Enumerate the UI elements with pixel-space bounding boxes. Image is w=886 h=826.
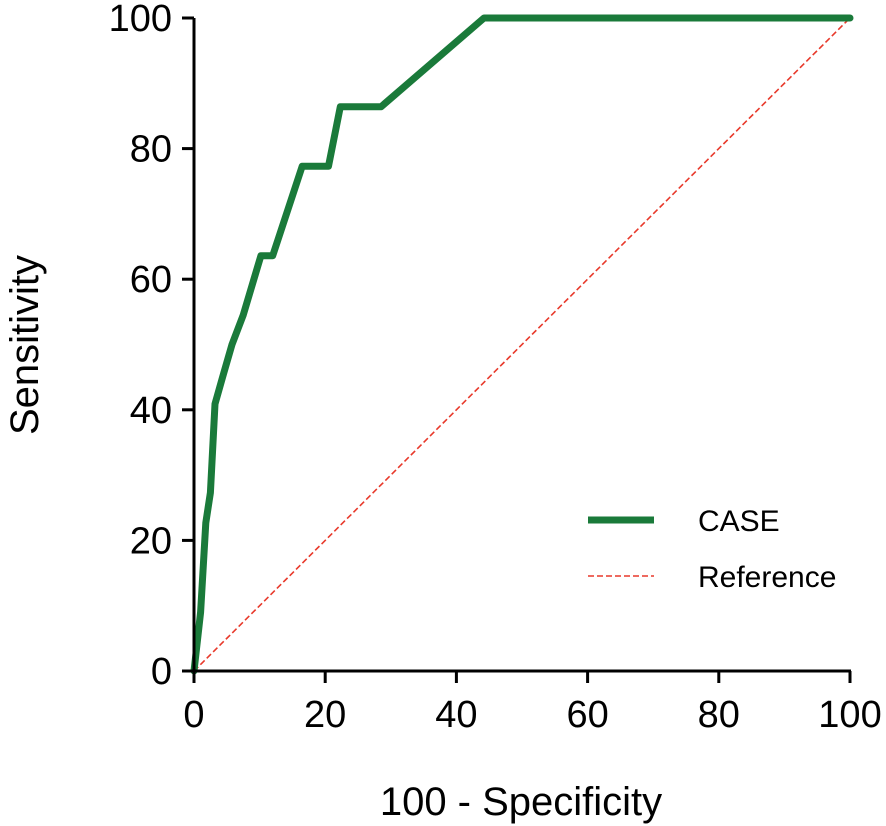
y-tick-label-4: 80	[130, 129, 172, 171]
x-tick-label-5: 100	[818, 694, 881, 736]
y-tick-label-0: 0	[151, 651, 172, 693]
y-tick-label-5: 100	[109, 0, 172, 40]
legend-label-case: CASE	[698, 505, 780, 538]
y-tick-label-1: 20	[130, 520, 172, 562]
legend: CASE Reference	[588, 505, 836, 594]
series-line-case	[190, 14, 854, 675]
ticks: 0 20 40 60 80 100 0 20 40 60 80 100	[109, 0, 882, 736]
plot-area	[190, 14, 854, 675]
x-axis-label: 100 - Specificity	[380, 780, 662, 824]
x-tick-label-0: 0	[183, 694, 204, 736]
legend-label-reference: Reference	[698, 561, 836, 594]
x-tick-label-3: 60	[566, 694, 608, 736]
x-tick-label-1: 20	[304, 694, 346, 736]
x-tick-label-2: 40	[435, 694, 477, 736]
y-axis-label: Sensitivity	[3, 255, 47, 435]
x-tick-label-4: 80	[698, 694, 740, 736]
y-tick-label-3: 60	[130, 259, 172, 301]
series-line-reference	[193, 17, 851, 672]
axes	[192, 18, 851, 673]
y-tick-label-2: 40	[130, 390, 172, 432]
